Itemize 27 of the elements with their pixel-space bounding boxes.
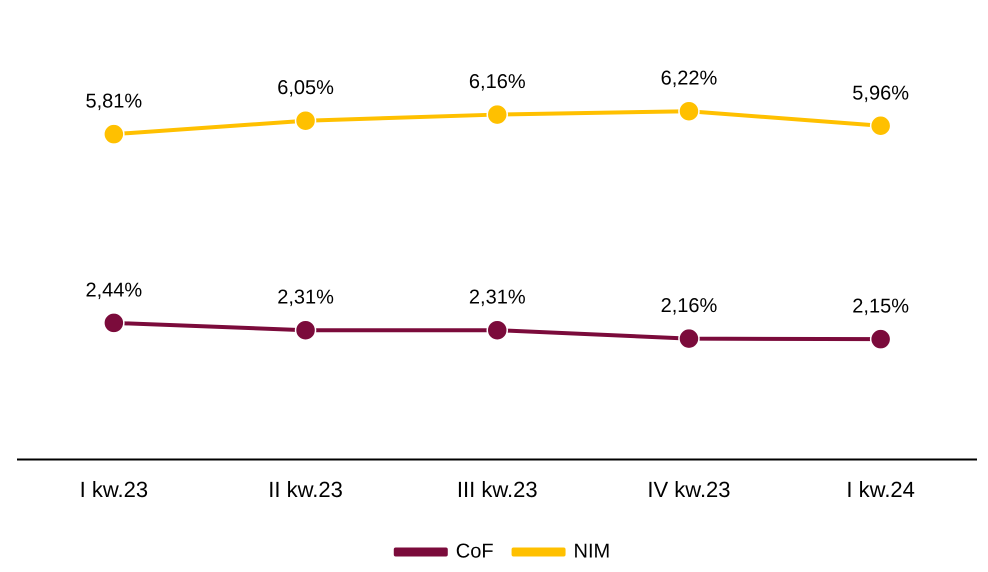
point bbox=[294, 319, 316, 341]
legend-label: NIM bbox=[574, 540, 610, 563]
data-label: 5,96% bbox=[852, 82, 910, 104]
data-label: 2,31% bbox=[468, 286, 526, 309]
point bbox=[486, 319, 508, 341]
point bbox=[294, 110, 316, 132]
x-tick-label: I kw.23 bbox=[80, 476, 148, 502]
data-label: 2,31% bbox=[277, 286, 334, 309]
data-label: 5,81% bbox=[85, 90, 142, 113]
point bbox=[103, 312, 125, 334]
data-label: 2,15% bbox=[852, 296, 910, 318]
point bbox=[486, 104, 508, 126]
point bbox=[870, 328, 892, 350]
point bbox=[678, 328, 700, 350]
x-tick-label: I kw.24 bbox=[846, 476, 915, 502]
data-label: 6,05% bbox=[277, 77, 334, 100]
data-label: 2,44% bbox=[85, 279, 142, 302]
data-label: 2,16% bbox=[660, 295, 718, 318]
point bbox=[678, 100, 700, 122]
data-label: 6,22% bbox=[660, 68, 718, 90]
point bbox=[103, 123, 125, 145]
data-label: 6,16% bbox=[468, 71, 526, 94]
point bbox=[870, 115, 892, 137]
x-tick-label: IV kw.23 bbox=[647, 476, 731, 502]
x-tick-label: III kw.23 bbox=[456, 476, 538, 502]
legend-label: CoF bbox=[456, 540, 494, 563]
x-tick-label: II kw.23 bbox=[268, 476, 343, 502]
